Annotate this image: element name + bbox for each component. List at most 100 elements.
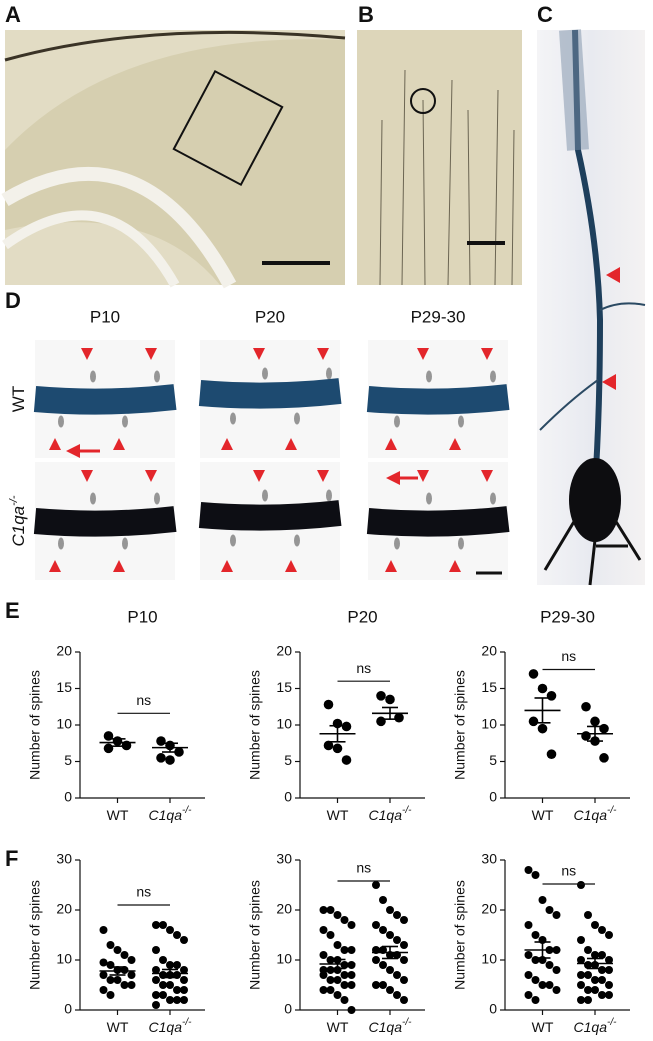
data-point: [103, 743, 114, 754]
x-tick-label: WT: [327, 1019, 349, 1035]
data-point: [605, 991, 613, 999]
x-tick-label: WT: [327, 807, 349, 823]
arrowhead: [81, 470, 93, 482]
data-point: [156, 736, 166, 746]
data-point: [584, 911, 592, 919]
data-point: [528, 716, 539, 727]
y-tick-label: 0: [489, 1001, 497, 1017]
spine: [90, 492, 96, 505]
data-point: [120, 981, 129, 989]
panel-label: C: [537, 2, 553, 27]
data-point: [599, 753, 609, 763]
y-tick-label: 10: [56, 951, 72, 967]
arrowhead: [481, 348, 493, 360]
y-tick-label: 5: [489, 752, 497, 768]
column-title: P29-30: [411, 307, 466, 326]
data-point: [152, 966, 160, 974]
y-tick-label: 15: [481, 679, 497, 695]
data-point: [393, 936, 401, 944]
data-point: [106, 991, 115, 999]
row-label: WT: [9, 386, 28, 412]
panel-label: D: [5, 288, 21, 313]
arrowhead: [317, 470, 329, 482]
data-point: [99, 926, 108, 934]
y-tick-label: 20: [276, 643, 292, 659]
data-point: [340, 916, 349, 924]
arrowhead: [449, 438, 461, 450]
y-tick-label: 10: [56, 716, 72, 732]
spine: [326, 489, 332, 502]
arrowhead: [417, 470, 429, 482]
data-point: [531, 976, 540, 984]
x-tick-label-text: C1qa: [149, 807, 183, 823]
data-point: [584, 946, 592, 954]
dendrite: [366, 384, 510, 415]
spine: [154, 492, 160, 505]
spine: [262, 367, 268, 380]
y-tick-label: 10: [276, 951, 292, 967]
data-point: [372, 881, 380, 889]
dendrite: [33, 384, 177, 415]
data-point: [552, 986, 561, 994]
data-point: [340, 981, 349, 989]
data-point: [152, 1001, 160, 1009]
spine: [326, 367, 332, 380]
arrowhead: [145, 348, 157, 360]
significance-label: ns: [356, 660, 371, 676]
column-title: P20: [255, 307, 285, 326]
data-point: [99, 971, 108, 979]
data-point: [152, 991, 160, 999]
data-point: [127, 956, 136, 964]
data-point: [166, 981, 174, 989]
significance-label: ns: [561, 863, 576, 879]
x-tick-label-text: C1qa: [369, 807, 403, 823]
x-tick-label: C1qa-/-: [149, 1017, 193, 1035]
spine: [426, 492, 432, 505]
y-tick-label: 5: [284, 752, 292, 768]
arrowhead: [285, 438, 297, 450]
data-point: [584, 971, 592, 979]
x-tick-label-text: C1qa: [574, 807, 608, 823]
data-point: [347, 971, 356, 979]
data-point: [340, 961, 349, 969]
arrowhead: [49, 438, 61, 450]
data-point: [372, 981, 380, 989]
data-point: [379, 926, 387, 934]
x-tick-label: C1qa-/-: [369, 805, 413, 823]
data-point: [319, 986, 328, 994]
x-tick-label-text: WT: [532, 1019, 554, 1035]
x-tick-label: C1qa-/-: [574, 1017, 618, 1035]
spine: [58, 537, 64, 550]
data-point: [598, 991, 606, 999]
data-point: [319, 906, 328, 914]
arrowhead: [81, 348, 93, 360]
arrowhead: [385, 560, 397, 572]
data-point: [180, 936, 188, 944]
data-point: [166, 961, 174, 969]
spine: [490, 370, 496, 383]
data-point: [376, 716, 386, 727]
data-point: [590, 716, 600, 727]
data-point: [598, 926, 606, 934]
data-point: [347, 961, 356, 969]
data-point: [333, 991, 342, 999]
arrowhead: [113, 438, 125, 450]
data-point: [581, 701, 591, 712]
spine: [58, 415, 64, 428]
data-point: [159, 981, 167, 989]
x-tick-label-sup: -/-: [182, 805, 192, 816]
data-point: [159, 991, 167, 999]
data-point: [127, 971, 136, 979]
arrowhead: [49, 560, 61, 572]
x-tick-label-text: C1qa: [574, 1019, 608, 1035]
data-point: [113, 976, 122, 984]
row-label-text: C1qa: [9, 506, 28, 547]
y-axis-label: Number of spines: [27, 670, 43, 780]
data-point: [341, 721, 352, 732]
row-label-text: WT: [9, 386, 28, 412]
arrowhead: [449, 560, 461, 572]
data-point: [326, 906, 335, 914]
data-point: [528, 669, 539, 679]
